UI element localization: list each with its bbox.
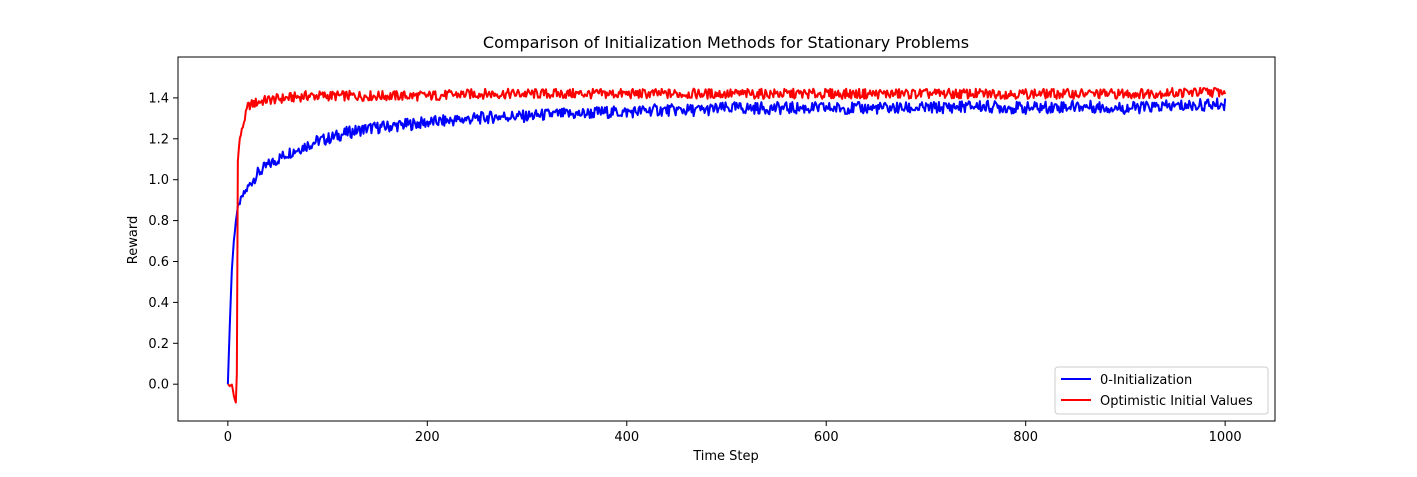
series-line-optimistic bbox=[227, 86, 1227, 404]
y-tick-label: 1.2 bbox=[148, 132, 169, 147]
y-tick-label: 0.6 bbox=[148, 255, 169, 270]
series-layer bbox=[226, 86, 1227, 404]
legend: 0-Initialization Optimistic Initial Valu… bbox=[1054, 366, 1269, 415]
y-tick-label: 1.4 bbox=[148, 91, 169, 106]
x-axis-label: Time Step bbox=[692, 449, 759, 464]
y-axis-label: Reward bbox=[126, 216, 141, 264]
x-tick-label: 0 bbox=[224, 430, 232, 445]
legend-box bbox=[1054, 366, 1269, 415]
x-tick-label: 600 bbox=[814, 430, 839, 445]
chart-title: Comparison of Initialization Methods for… bbox=[483, 33, 969, 52]
x-tick-label: 800 bbox=[1013, 430, 1038, 445]
legend-label-zero-init: 0-Initialization bbox=[1100, 373, 1192, 388]
x-tick-label: 1000 bbox=[1209, 430, 1242, 445]
y-tick-label: 0.8 bbox=[148, 214, 169, 229]
x-tick-label: 400 bbox=[614, 430, 639, 445]
ticks-layer: 0 200 400 600 800 1000 0.0 0.2 0.4 0.6 0.8 1.0 1.2 1.… bbox=[148, 91, 1241, 445]
y-tick-label: 0.4 bbox=[148, 296, 169, 311]
series-line-zero-init bbox=[226, 97, 1227, 385]
y-tick-label: 0.0 bbox=[148, 378, 169, 393]
plot-frame bbox=[177, 56, 1276, 422]
x-tick-label: 200 bbox=[415, 430, 440, 445]
y-tick-label: 1.0 bbox=[148, 173, 169, 188]
legend-label-optimistic: Optimistic Initial Values bbox=[1100, 394, 1253, 409]
y-tick-label: 0.2 bbox=[148, 337, 169, 352]
